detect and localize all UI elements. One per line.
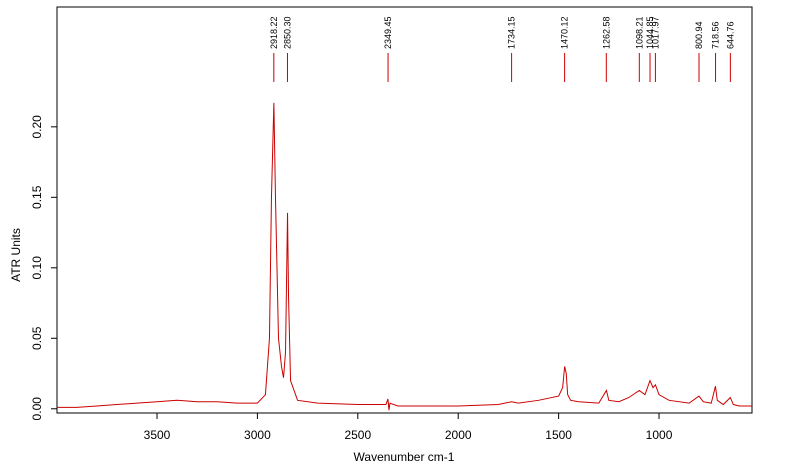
peak-label: 2918.22 — [269, 16, 279, 49]
x-tick-label: 2500 — [344, 428, 371, 442]
peak-label: 718.56 — [711, 21, 721, 49]
y-tick-label: 0.10 — [30, 256, 44, 280]
x-tick-label: 3500 — [144, 428, 171, 442]
x-axis-label: Wavenumber cm-1 — [354, 450, 455, 464]
peak-label: 800.94 — [694, 21, 704, 49]
y-axis-label: ATR Units — [9, 228, 23, 282]
x-tick-label: 1500 — [545, 428, 572, 442]
peak-label: 1470.12 — [560, 16, 570, 49]
peak-label: 1098.21 — [634, 16, 644, 49]
plot-frame — [56, 6, 753, 414]
peak-label: 1017.97 — [650, 16, 660, 49]
peak-label: 1262.58 — [601, 16, 611, 49]
x-tick-label: 3000 — [244, 428, 271, 442]
peak-label: 2850.30 — [282, 16, 292, 49]
spectrum-line — [57, 102, 752, 411]
peak-label: 1044.85 — [645, 16, 655, 49]
x-tick-label: 2000 — [445, 428, 472, 442]
y-tick-label: 0.05 — [30, 326, 44, 350]
y-tick-label: 0.20 — [30, 115, 44, 139]
peak-label: 2349.45 — [383, 16, 393, 49]
y-tick-label: 0.15 — [30, 185, 44, 209]
y-tick-label: 0.00 — [30, 397, 44, 421]
x-tick-label: 1000 — [646, 428, 673, 442]
peak-label: 644.76 — [725, 21, 735, 49]
peak-label: 1734.15 — [507, 16, 517, 49]
